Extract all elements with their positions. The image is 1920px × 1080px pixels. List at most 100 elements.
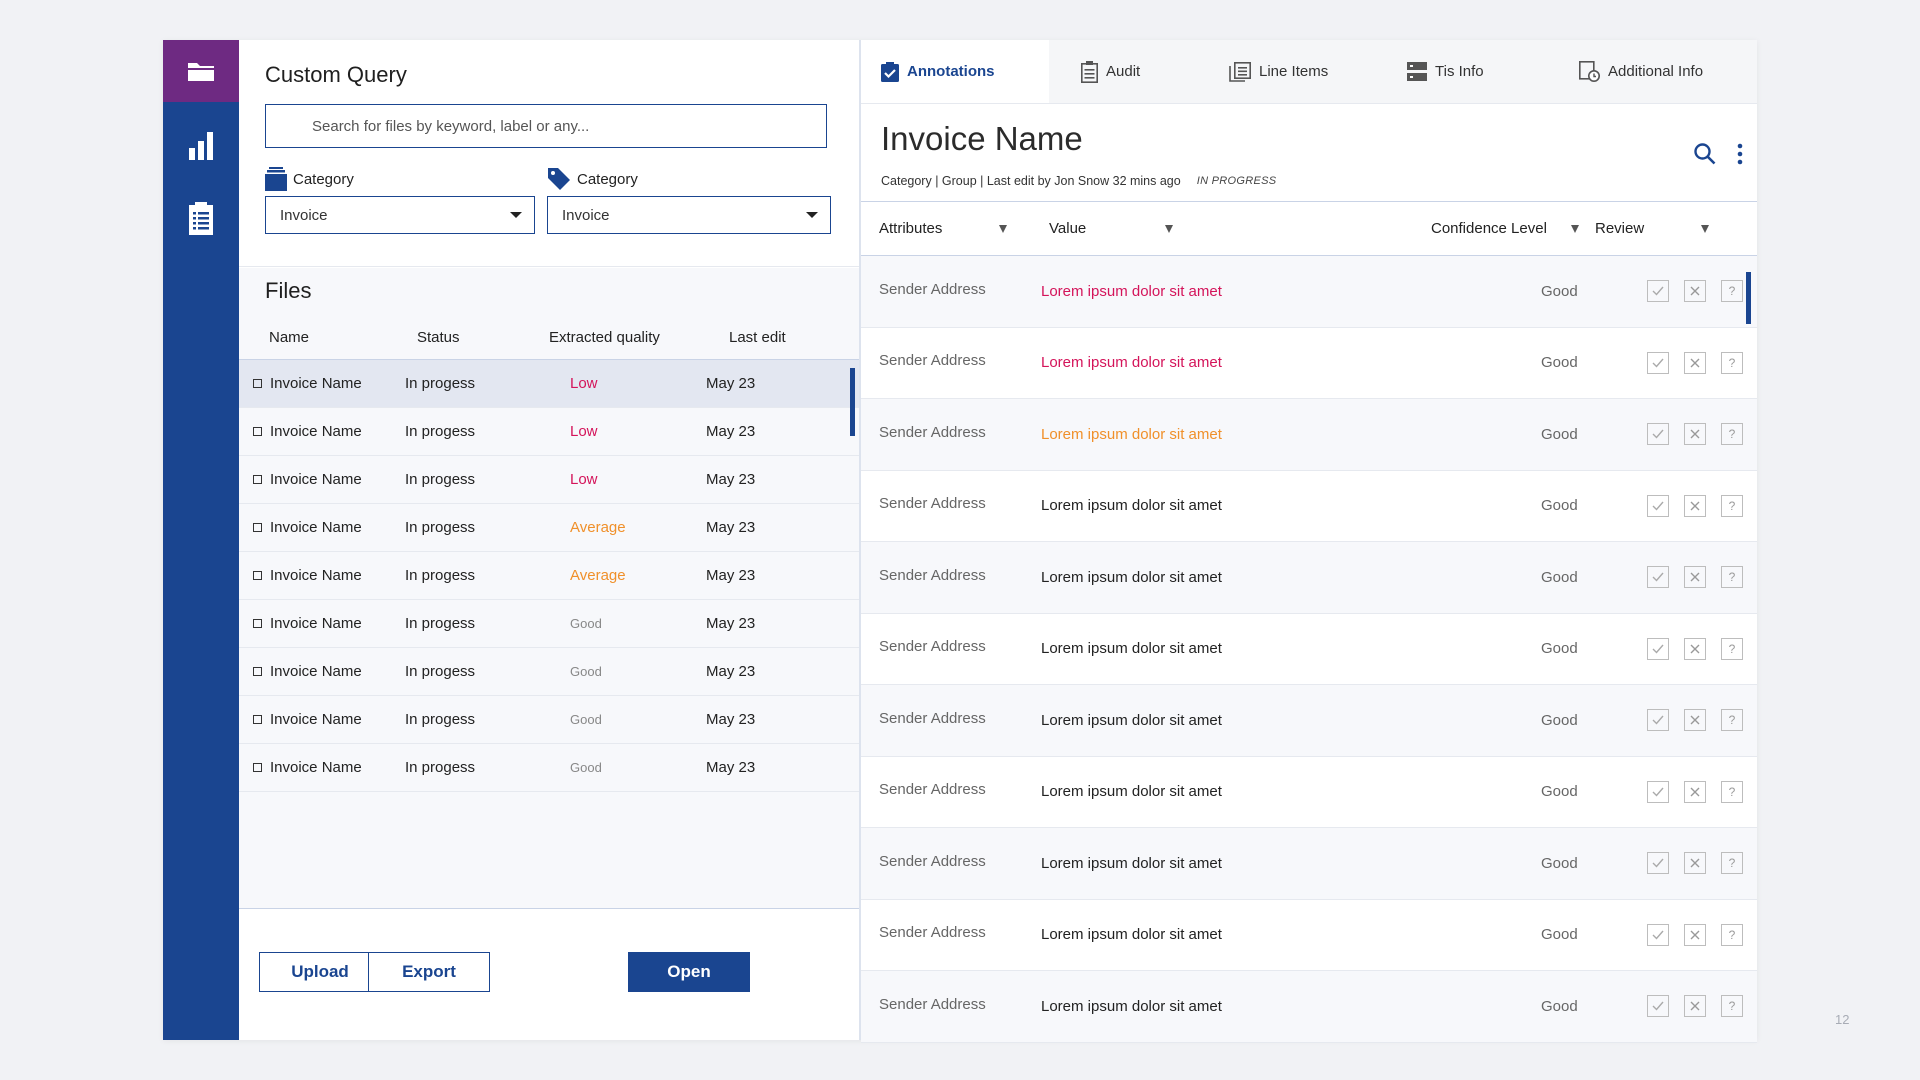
attribute-value[interactable]: Lorem ipsum dolor sit amet: [1041, 497, 1222, 515]
table-row[interactable]: Sender Address Lorem ipsum dolor sit amet…: [861, 828, 1757, 900]
question-checkbox[interactable]: ?: [1721, 423, 1743, 446]
question-checkbox[interactable]: ?: [1721, 566, 1743, 589]
search-icon[interactable]: [1693, 142, 1717, 166]
sort-down-icon[interactable]: [1701, 224, 1709, 233]
column-header-last-edit[interactable]: Last edit: [729, 329, 786, 346]
table-row[interactable]: Sender Address Lorem ipsum dolor sit amet…: [861, 256, 1757, 328]
attribute-value[interactable]: Lorem ipsum dolor sit amet: [1041, 783, 1222, 801]
table-row[interactable]: Invoice Name In progess Low May 23: [239, 408, 859, 456]
column-header-confidence[interactable]: Confidence Level: [1431, 220, 1651, 237]
column-header-quality[interactable]: Extracted quality: [549, 329, 660, 346]
scrollbar[interactable]: [1746, 272, 1751, 324]
approve-checkbox[interactable]: [1647, 494, 1669, 517]
attribute-value[interactable]: Lorem ipsum dolor sit amet: [1041, 640, 1222, 658]
tab-tis-info[interactable]: Tis Info: [1373, 40, 1539, 103]
nav-item-analytics[interactable]: [163, 114, 239, 176]
attribute-value[interactable]: Lorem ipsum dolor sit amet: [1041, 354, 1222, 372]
column-header-review[interactable]: Review: [1595, 220, 1715, 237]
nav-item-files[interactable]: [163, 40, 239, 102]
approve-checkbox[interactable]: [1647, 351, 1669, 374]
tab-additional-info[interactable]: Additional Info: [1539, 40, 1735, 103]
reject-checkbox[interactable]: [1684, 923, 1706, 946]
table-row[interactable]: Sender Address Lorem ipsum dolor sit amet…: [861, 328, 1757, 399]
attribute-value[interactable]: Lorem ipsum dolor sit amet: [1041, 568, 1222, 586]
reject-checkbox[interactable]: [1684, 566, 1706, 589]
approve-checkbox[interactable]: [1647, 923, 1669, 946]
tab-line-items[interactable]: Line Items: [1189, 40, 1373, 103]
sort-down-icon[interactable]: [1571, 224, 1579, 233]
approve-checkbox[interactable]: [1647, 780, 1669, 803]
attribute-value[interactable]: Lorem ipsum dolor sit amet: [1041, 711, 1222, 729]
attribute-value[interactable]: Lorem ipsum dolor sit amet: [1041, 854, 1222, 872]
approve-checkbox[interactable]: [1647, 852, 1669, 875]
nav-item-reports[interactable]: [163, 188, 239, 250]
table-row[interactable]: Invoice Name In progess Good May 23: [239, 600, 859, 648]
question-checkbox[interactable]: ?: [1721, 780, 1743, 803]
table-row[interactable]: Invoice Name In progess Average May 23: [239, 504, 859, 552]
export-button[interactable]: Export: [368, 952, 490, 992]
sort-down-icon[interactable]: [999, 224, 1007, 233]
reject-checkbox[interactable]: [1684, 280, 1706, 303]
question-checkbox[interactable]: ?: [1721, 709, 1743, 732]
table-row[interactable]: Invoice Name In progess Average May 23: [239, 552, 859, 600]
table-row[interactable]: Sender Address Lorem ipsum dolor sit amet…: [861, 900, 1757, 971]
column-header-attributes[interactable]: Attributes: [861, 220, 1033, 237]
question-checkbox[interactable]: ?: [1721, 494, 1743, 517]
table-row[interactable]: Sender Address Lorem ipsum dolor sit amet…: [861, 542, 1757, 614]
row-checkbox[interactable]: [253, 715, 262, 724]
table-row[interactable]: Invoice Name In progess Good May 23: [239, 696, 859, 744]
column-header-value[interactable]: Value: [1033, 220, 1283, 237]
reject-checkbox[interactable]: [1684, 709, 1706, 732]
reject-checkbox[interactable]: [1684, 494, 1706, 517]
table-row[interactable]: Sender Address Lorem ipsum dolor sit amet…: [861, 971, 1757, 1043]
tab-audit[interactable]: Audit: [1049, 40, 1189, 103]
question-checkbox[interactable]: ?: [1721, 995, 1743, 1018]
attribute-value[interactable]: Lorem ipsum dolor sit amet: [1041, 425, 1222, 443]
reject-checkbox[interactable]: [1684, 852, 1706, 875]
question-checkbox[interactable]: ?: [1721, 637, 1743, 660]
table-row[interactable]: Sender Address Lorem ipsum dolor sit amet…: [861, 614, 1757, 685]
table-row[interactable]: Invoice Name In progess Good May 23: [239, 744, 859, 792]
row-checkbox[interactable]: [253, 379, 262, 388]
approve-checkbox[interactable]: [1647, 423, 1669, 446]
upload-button[interactable]: Upload: [259, 952, 381, 992]
table-row[interactable]: Invoice Name In progess Low May 23: [239, 360, 859, 408]
reject-checkbox[interactable]: [1684, 423, 1706, 446]
table-row[interactable]: Invoice Name In progess Good May 23: [239, 648, 859, 696]
attribute-value[interactable]: Lorem ipsum dolor sit amet: [1041, 926, 1222, 944]
reject-checkbox[interactable]: [1684, 637, 1706, 660]
reject-checkbox[interactable]: [1684, 351, 1706, 374]
column-header-name[interactable]: Name: [269, 329, 310, 346]
category-select[interactable]: Invoice: [265, 196, 535, 234]
sort-down-icon[interactable]: [1165, 224, 1173, 233]
table-row[interactable]: Invoice Name In progess Low May 23: [239, 456, 859, 504]
question-checkbox[interactable]: ?: [1721, 852, 1743, 875]
question-checkbox[interactable]: ?: [1721, 351, 1743, 374]
row-checkbox[interactable]: [253, 523, 262, 532]
open-button[interactable]: Open: [628, 952, 750, 992]
tab-annotations[interactable]: Annotations: [861, 40, 1049, 103]
approve-checkbox[interactable]: [1647, 995, 1669, 1018]
row-checkbox[interactable]: [253, 571, 262, 580]
search-input[interactable]: [312, 117, 826, 135]
approve-checkbox[interactable]: [1647, 709, 1669, 732]
row-checkbox[interactable]: [253, 427, 262, 436]
table-row[interactable]: Sender Address Lorem ipsum dolor sit amet…: [861, 685, 1757, 757]
table-row[interactable]: Sender Address Lorem ipsum dolor sit amet…: [861, 471, 1757, 542]
reject-checkbox[interactable]: [1684, 780, 1706, 803]
row-checkbox[interactable]: [253, 619, 262, 628]
approve-checkbox[interactable]: [1647, 637, 1669, 660]
category-tag-select[interactable]: Invoice: [547, 196, 831, 234]
more-vertical-icon[interactable]: [1737, 143, 1743, 165]
row-checkbox[interactable]: [253, 475, 262, 484]
attribute-value[interactable]: Lorem ipsum dolor sit amet: [1041, 282, 1222, 300]
row-checkbox[interactable]: [253, 667, 262, 676]
search-box[interactable]: [265, 104, 827, 148]
row-checkbox[interactable]: [253, 763, 262, 772]
approve-checkbox[interactable]: [1647, 566, 1669, 589]
reject-checkbox[interactable]: [1684, 995, 1706, 1018]
table-row[interactable]: Sender Address Lorem ipsum dolor sit amet…: [861, 399, 1757, 471]
question-checkbox[interactable]: ?: [1721, 280, 1743, 303]
column-header-status[interactable]: Status: [417, 329, 460, 346]
table-row[interactable]: Sender Address Lorem ipsum dolor sit amet…: [861, 757, 1757, 828]
